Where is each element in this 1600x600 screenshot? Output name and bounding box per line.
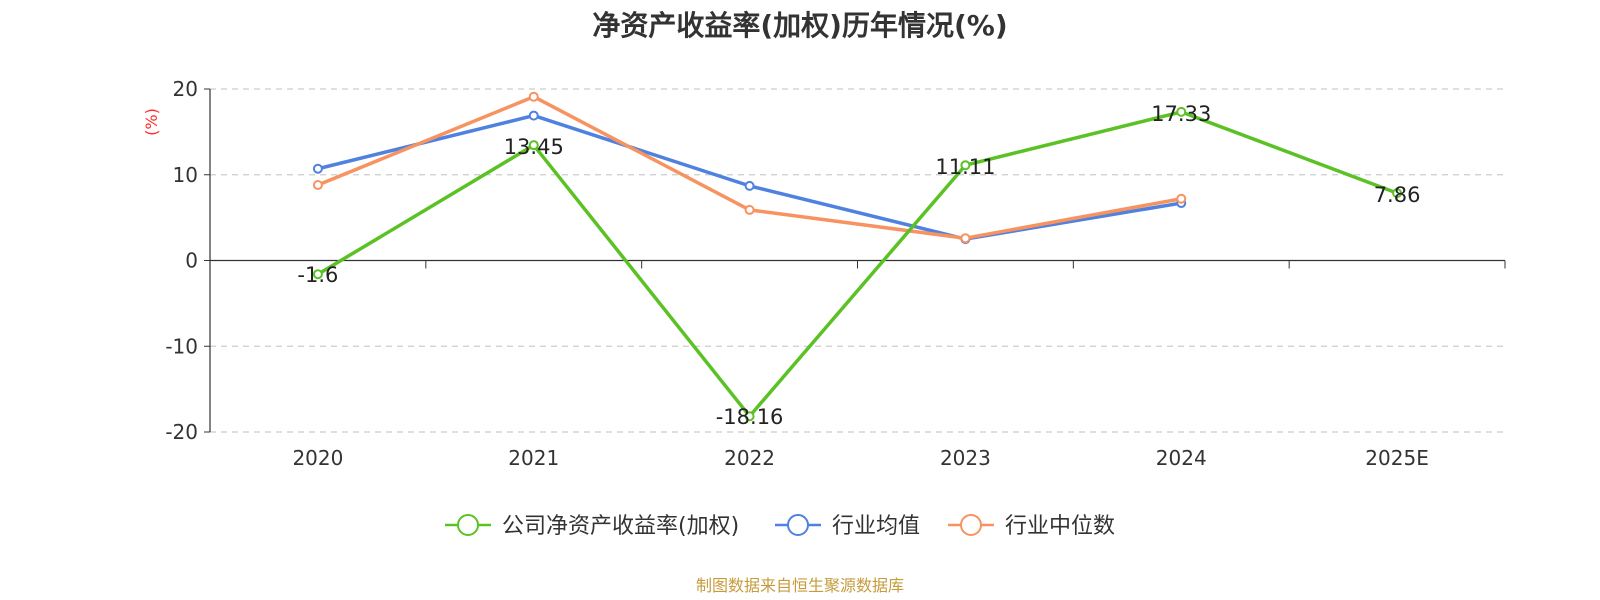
- data-label: -18.16: [716, 405, 784, 429]
- data-label: 11.11: [935, 155, 995, 179]
- x-tick-label: 2021: [508, 446, 559, 470]
- data-label: -1.6: [297, 263, 338, 287]
- legend-label: 行业均值: [832, 514, 920, 539]
- data-point: [312, 269, 323, 280]
- series-line-2: [317, 94, 1182, 240]
- data-point: [744, 180, 755, 191]
- legend-swatch-marker: [960, 514, 982, 536]
- x-tick-label: 2025E: [1365, 446, 1429, 470]
- data-point: [960, 233, 971, 244]
- data-point: [1176, 106, 1187, 117]
- data-label: 13.45: [504, 135, 564, 159]
- data-label: 17.33: [1151, 102, 1211, 126]
- y-tick-label: -10: [165, 334, 198, 358]
- y-tick-label: 10: [173, 163, 198, 187]
- data-point: [528, 91, 539, 102]
- x-tick-label: 2023: [940, 446, 991, 470]
- data-point: [1176, 193, 1187, 204]
- legend-label: 行业中位数: [1005, 514, 1115, 539]
- series-line-0: [317, 110, 1398, 418]
- x-tick-label: 2024: [1156, 446, 1207, 470]
- data-point: [312, 163, 323, 174]
- data-point: [528, 140, 539, 151]
- data-point: [744, 411, 755, 422]
- data-point: [960, 160, 971, 171]
- legend-swatch-marker: [457, 514, 479, 536]
- data-point: [744, 204, 755, 215]
- y-tick-label: 0: [185, 249, 198, 273]
- y-tick-label: 20: [173, 77, 198, 101]
- y-tick-label: -20: [165, 420, 198, 444]
- legend-label: 公司净资产收益率(加权): [502, 514, 739, 539]
- data-source-note: 制图数据来自恒生聚源数据库: [695, 576, 904, 595]
- x-tick-label: 2022: [724, 446, 775, 470]
- y-axis-label: (%): [142, 108, 161, 136]
- legend-swatch-marker: [787, 514, 809, 536]
- data-point: [312, 180, 323, 191]
- data-label: 7.86: [1374, 183, 1421, 207]
- series-line-1: [317, 113, 1182, 241]
- data-point: [528, 110, 539, 121]
- chart-title: 净资产收益率(加权)历年情况(%): [592, 9, 1008, 42]
- data-point: [1392, 188, 1403, 199]
- x-tick-label: 2020: [292, 446, 343, 470]
